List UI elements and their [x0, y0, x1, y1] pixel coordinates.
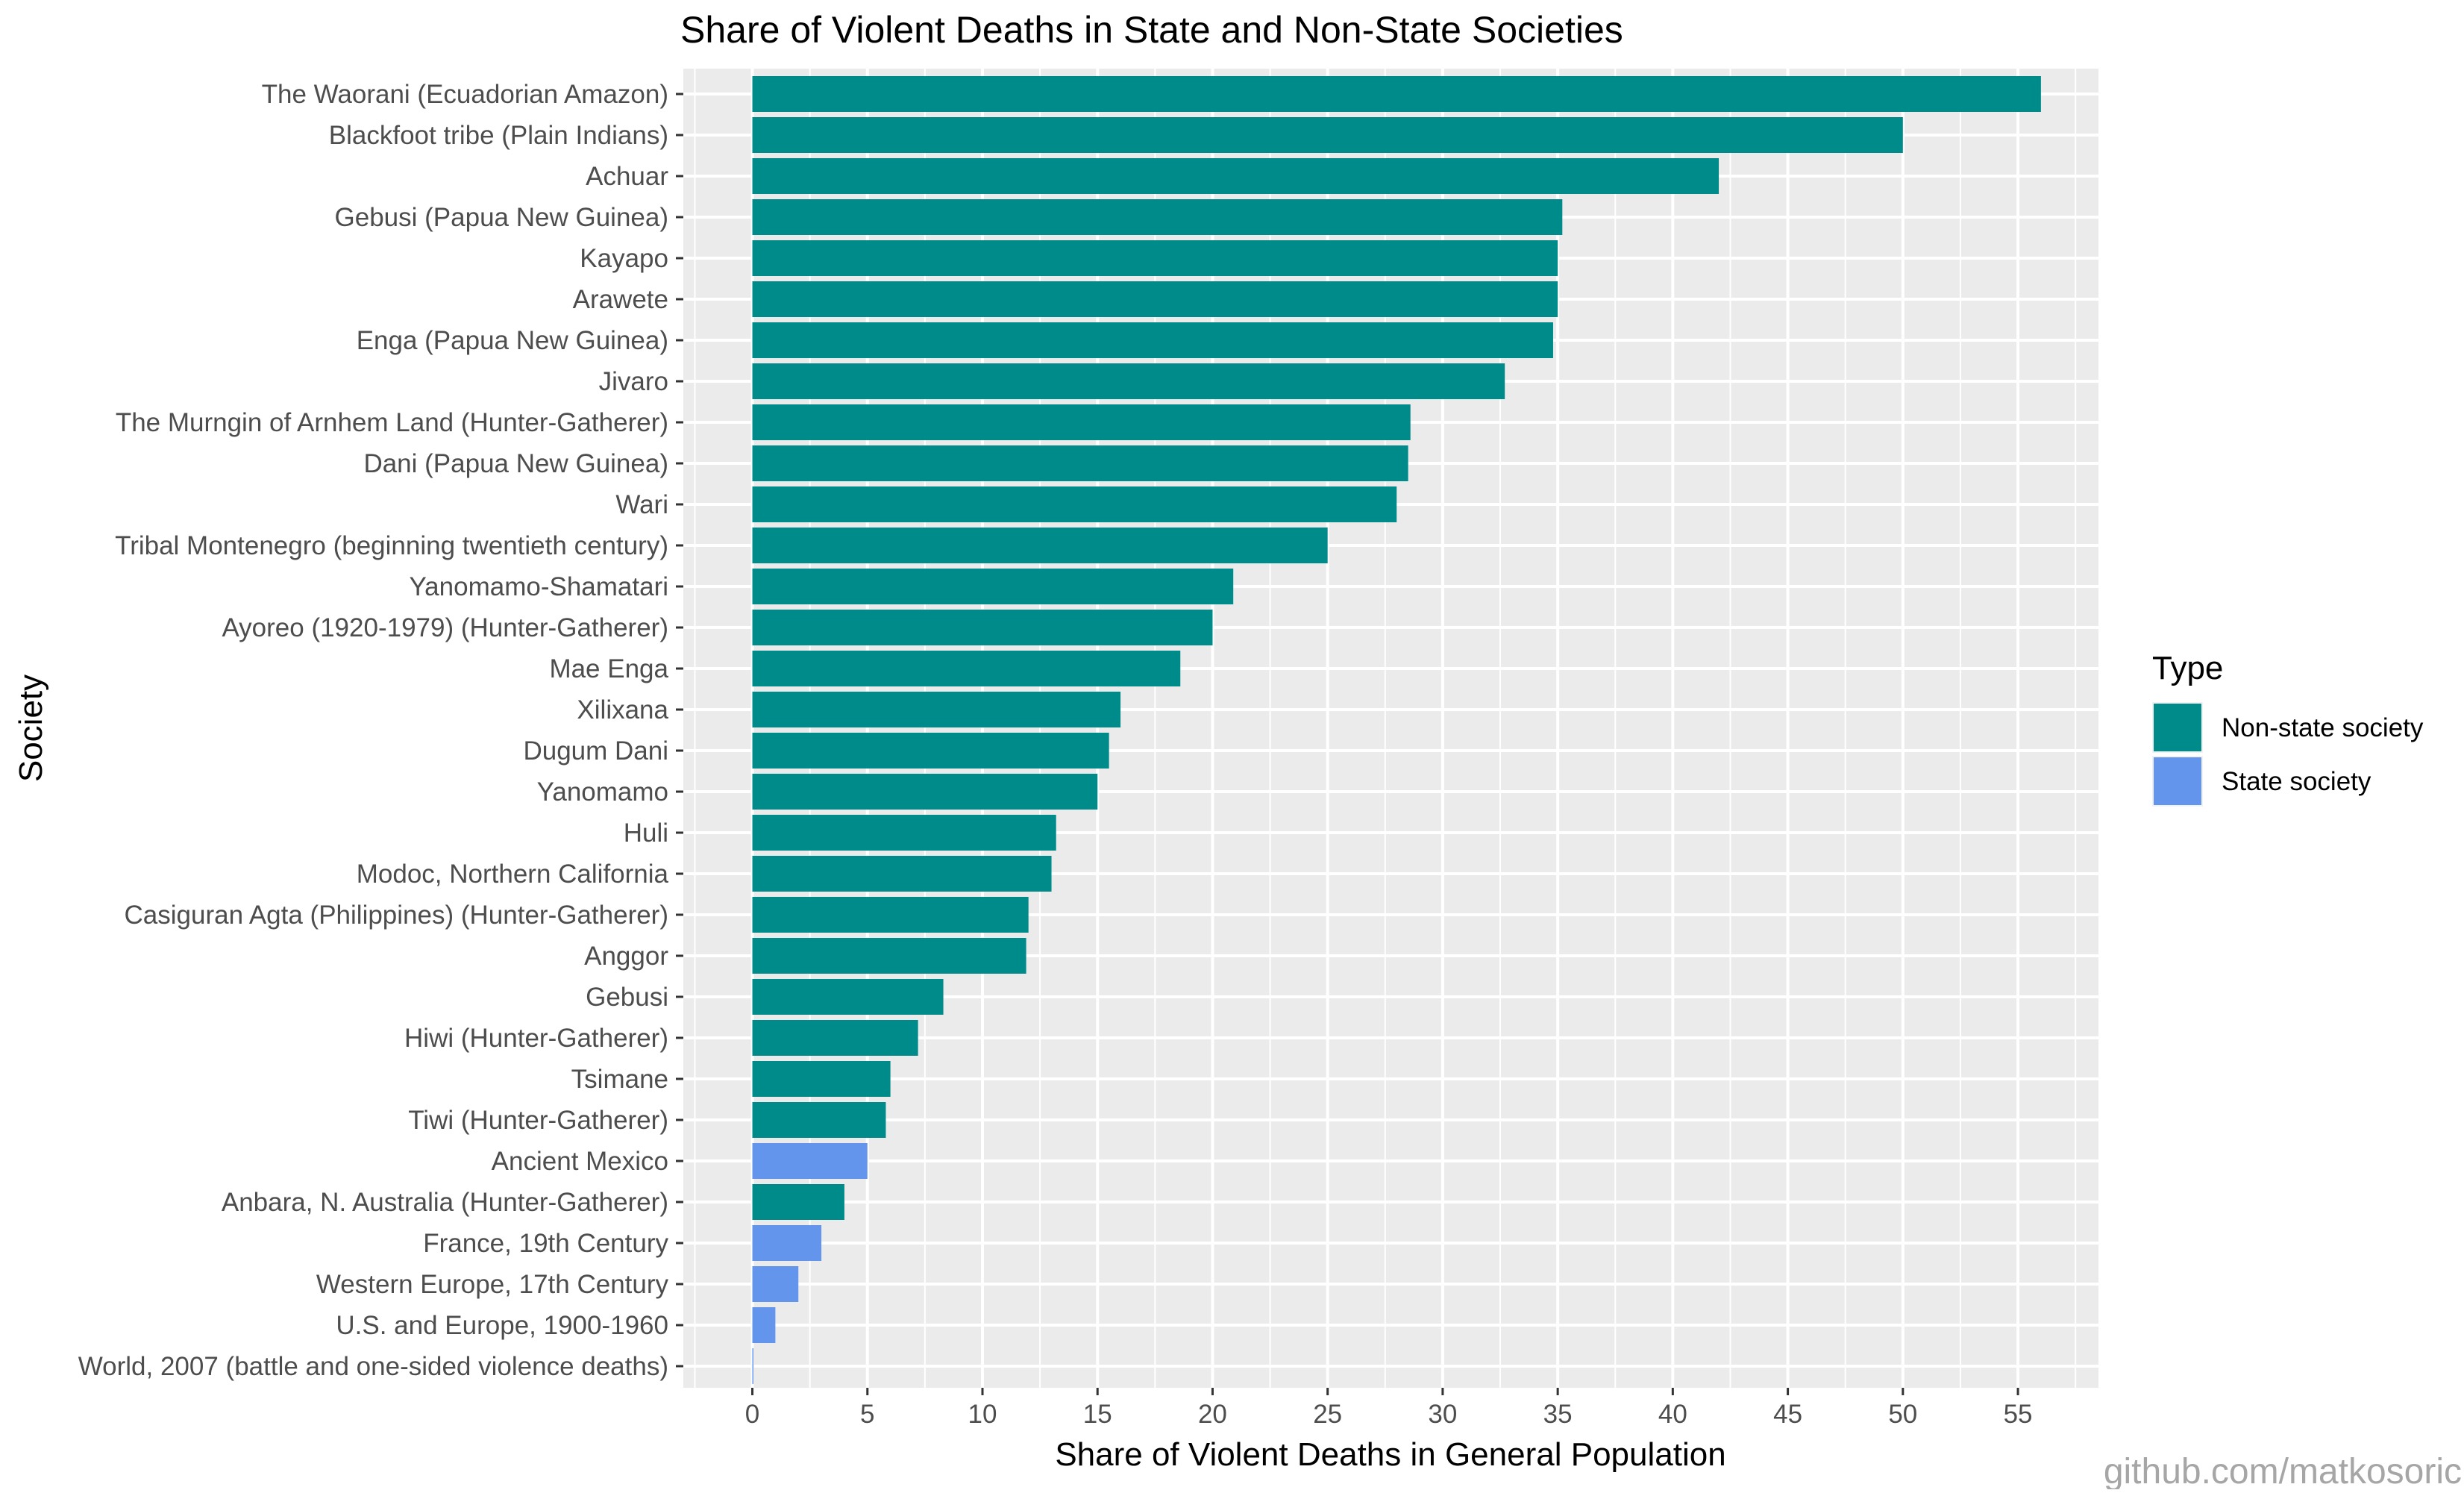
y-tick-label: Enga (Papua New Guinea) — [357, 326, 668, 355]
bar — [752, 281, 1558, 317]
bar — [752, 1143, 868, 1179]
x-tick-label: 30 — [1428, 1400, 1457, 1429]
y-tick-label: Tribal Montenegro (beginning twentieth c… — [115, 531, 668, 560]
bar — [752, 1348, 754, 1384]
bar — [752, 815, 1056, 851]
y-tick-label: Yanomamo — [537, 777, 668, 807]
legend-entries: Non-state society State society — [2152, 702, 2424, 807]
x-tick-label: 50 — [1888, 1400, 1917, 1429]
y-tick-label: Western Europe, 17th Century — [316, 1270, 669, 1299]
x-tick-label: 25 — [1313, 1400, 1342, 1429]
y-tick-label: Arawete — [573, 285, 668, 314]
bar — [752, 938, 1026, 974]
bar — [752, 569, 1234, 604]
bar — [752, 979, 944, 1015]
y-tick-label: World, 2007 (battle and one-sided violen… — [78, 1352, 668, 1381]
x-tick-label: 15 — [1083, 1400, 1112, 1429]
bar — [752, 1020, 918, 1056]
y-tick-label: Ayoreo (1920-1979) (Hunter-Gatherer) — [222, 613, 668, 642]
y-tick-label: Yanomamo-Shamatari — [409, 572, 668, 601]
bar — [752, 322, 1553, 358]
y-tick-label: Kayapo — [580, 244, 668, 273]
legend-swatch — [2154, 757, 2201, 805]
y-axis: The Waorani (Ecuadorian Amazon) Blackfoot… — [78, 80, 683, 1381]
x-tick-label: 0 — [745, 1400, 759, 1429]
bar — [752, 1184, 844, 1220]
y-tick-label: Jivaro — [599, 367, 668, 396]
bar — [752, 404, 1411, 440]
y-tick-label: France, 19th Century — [423, 1229, 668, 1258]
x-axis-title: Share of Violent Deaths in General Popul… — [1055, 1436, 1725, 1473]
y-tick-label: Dugum Dani — [523, 736, 668, 766]
caption: github.com/matkosoric — [2104, 1452, 2462, 1489]
y-tick-label: The Waorani (Ecuadorian Amazon) — [262, 80, 668, 109]
x-tick-label: 45 — [1773, 1400, 1802, 1429]
x-tick-label: 5 — [860, 1400, 874, 1429]
bar — [752, 528, 1328, 563]
x-axis: 0 5 10 15 20 25 30 35 40 45 50 55 — [745, 1388, 2033, 1429]
bar — [752, 363, 1505, 399]
y-tick-label: Xilixana — [577, 695, 668, 724]
bar — [752, 199, 1563, 235]
y-tick-label: Tiwi (Hunter-Gatherer) — [408, 1106, 668, 1135]
bar — [752, 158, 1720, 194]
y-tick-label: Modoc, Northern California — [357, 860, 669, 889]
y-tick-label: Wari — [615, 490, 668, 519]
chart-title: Share of Violent Deaths in State and Non… — [680, 9, 1623, 51]
legend-title: Type — [2152, 650, 2223, 686]
y-axis-title: Society — [13, 674, 49, 782]
y-tick-label: Casiguran Agta (Philippines) (Hunter-Gat… — [125, 901, 669, 930]
x-tick-label: 10 — [968, 1400, 997, 1429]
y-tick-label: The Murngin of Arnhem Land (Hunter-Gathe… — [116, 408, 668, 437]
legend-swatch — [2154, 704, 2201, 751]
y-tick-label: Tsimane — [571, 1065, 668, 1094]
x-tick-label: 40 — [1658, 1400, 1687, 1429]
y-tick-label: Gebusi (Papua New Guinea) — [335, 203, 668, 232]
legend: Type Non-state society State society — [2152, 650, 2424, 807]
bar — [752, 76, 2041, 112]
legend-label: State society — [2222, 767, 2371, 796]
y-tick-label: Anggor — [584, 942, 668, 971]
bar — [752, 1061, 891, 1097]
x-tick-label: 55 — [2004, 1400, 2033, 1429]
bars — [752, 76, 2041, 1384]
bar — [752, 486, 1397, 522]
y-tick-label: U.S. and Europe, 1900-1960 — [336, 1311, 668, 1340]
bar — [752, 610, 1213, 645]
bar — [752, 240, 1558, 276]
bar — [752, 1102, 886, 1138]
x-tick-label: 20 — [1198, 1400, 1227, 1429]
y-tick-label: Blackfoot tribe (Plain Indians) — [329, 121, 668, 150]
bar — [752, 1266, 799, 1302]
bar — [752, 1225, 822, 1261]
y-tick-label: Anbara, N. Australia (Hunter-Gatherer) — [222, 1188, 668, 1217]
y-tick-label: Ancient Mexico — [492, 1147, 668, 1176]
y-tick-label: Achuar — [586, 162, 668, 191]
y-tick-label: Gebusi — [586, 983, 668, 1012]
bar — [752, 651, 1181, 686]
legend-label: Non-state society — [2222, 713, 2424, 742]
bar — [752, 897, 1029, 933]
bar — [752, 1307, 776, 1343]
bar — [752, 856, 1052, 892]
y-tick-label: Mae Enga — [549, 654, 668, 683]
y-tick-label: Dani (Papua New Guinea) — [363, 449, 668, 478]
bar — [752, 117, 1903, 153]
y-tick-label: Hiwi (Hunter-Gatherer) — [404, 1024, 668, 1053]
bar — [752, 774, 1098, 810]
x-tick-label: 35 — [1543, 1400, 1573, 1429]
bar — [752, 445, 1408, 481]
bar — [752, 692, 1121, 727]
y-tick-label: Huli — [624, 819, 668, 848]
bar — [752, 733, 1109, 769]
